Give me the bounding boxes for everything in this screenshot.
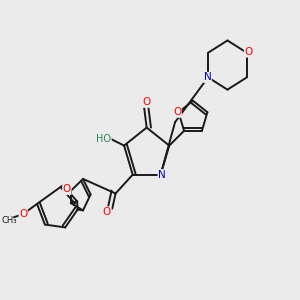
Text: O: O	[142, 97, 150, 107]
Text: HO: HO	[96, 134, 111, 144]
Text: O: O	[103, 207, 111, 217]
Text: N: N	[203, 72, 211, 82]
Text: O: O	[19, 209, 27, 219]
Text: O: O	[244, 47, 253, 57]
Text: N: N	[158, 170, 166, 180]
Text: O: O	[173, 107, 182, 117]
Text: O: O	[63, 184, 71, 194]
Text: CH₃: CH₃	[1, 216, 17, 225]
